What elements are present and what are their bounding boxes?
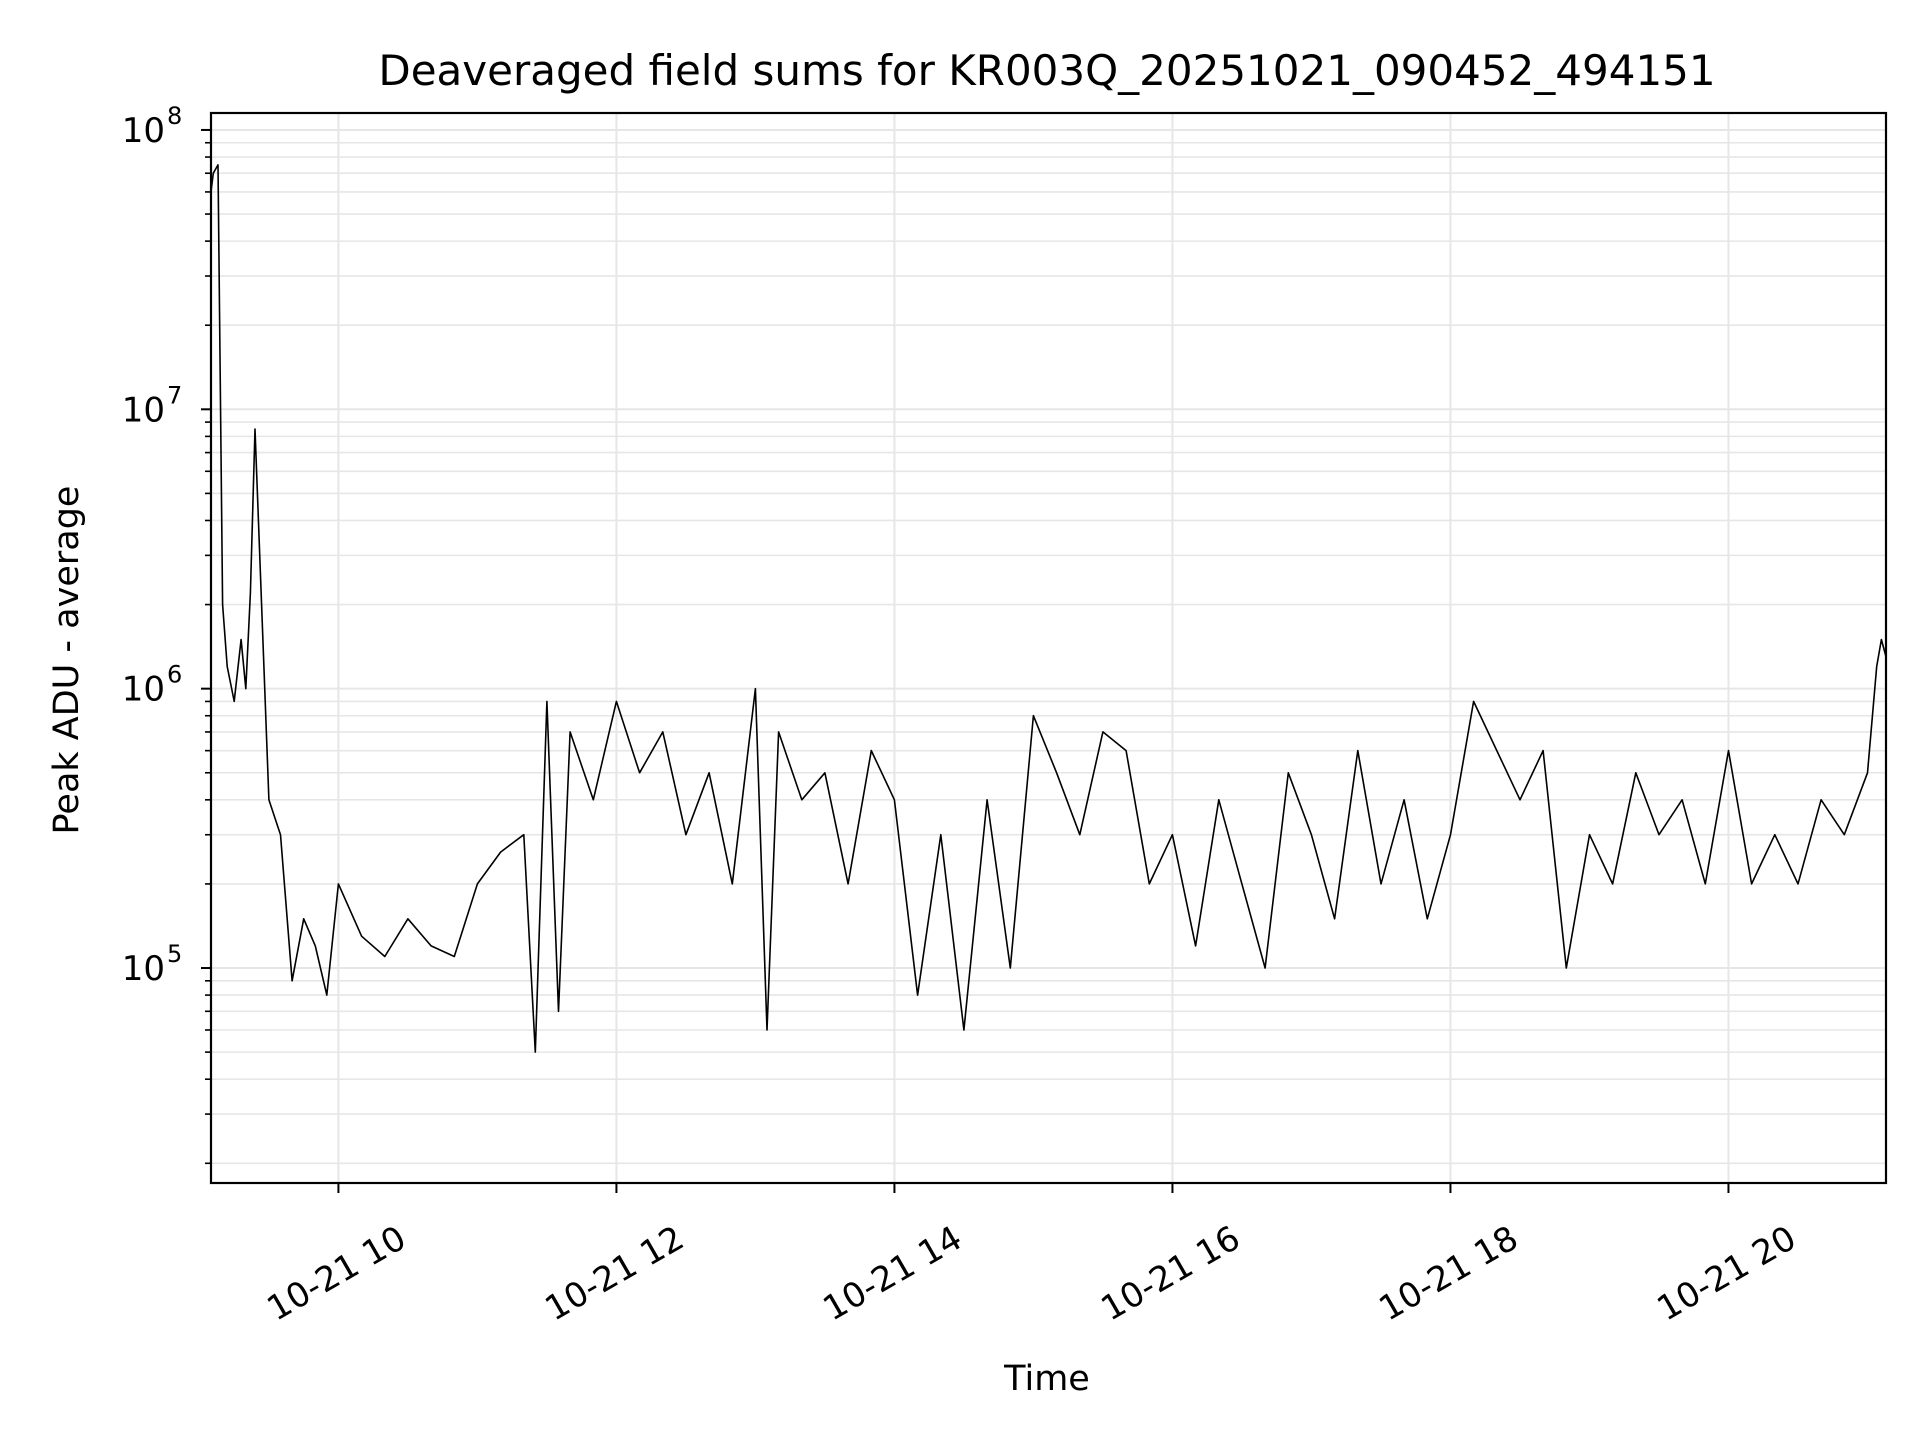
series-line [210,164,1887,1053]
chart-title: Deaveraged field sums for KR003Q_2025102… [378,46,1715,95]
plot-frame [209,111,1888,1185]
y-tick-label: 10 [122,111,165,151]
y-tick-exponent: 8 [167,102,182,130]
x-axis-label: Time [1003,1359,1090,1399]
y-tick-exponent: 7 [167,381,182,409]
y-tick-exponent: 5 [167,940,182,968]
y-tick-label: 10 [122,390,165,430]
y-tick-label: 10 [122,949,165,989]
grid [211,113,1886,1183]
y-tick-label: 10 [122,670,165,710]
data-series [210,164,1887,1053]
y-tick-exponent: 6 [167,661,182,689]
y-axis-label: Peak ADU - average [47,486,87,835]
